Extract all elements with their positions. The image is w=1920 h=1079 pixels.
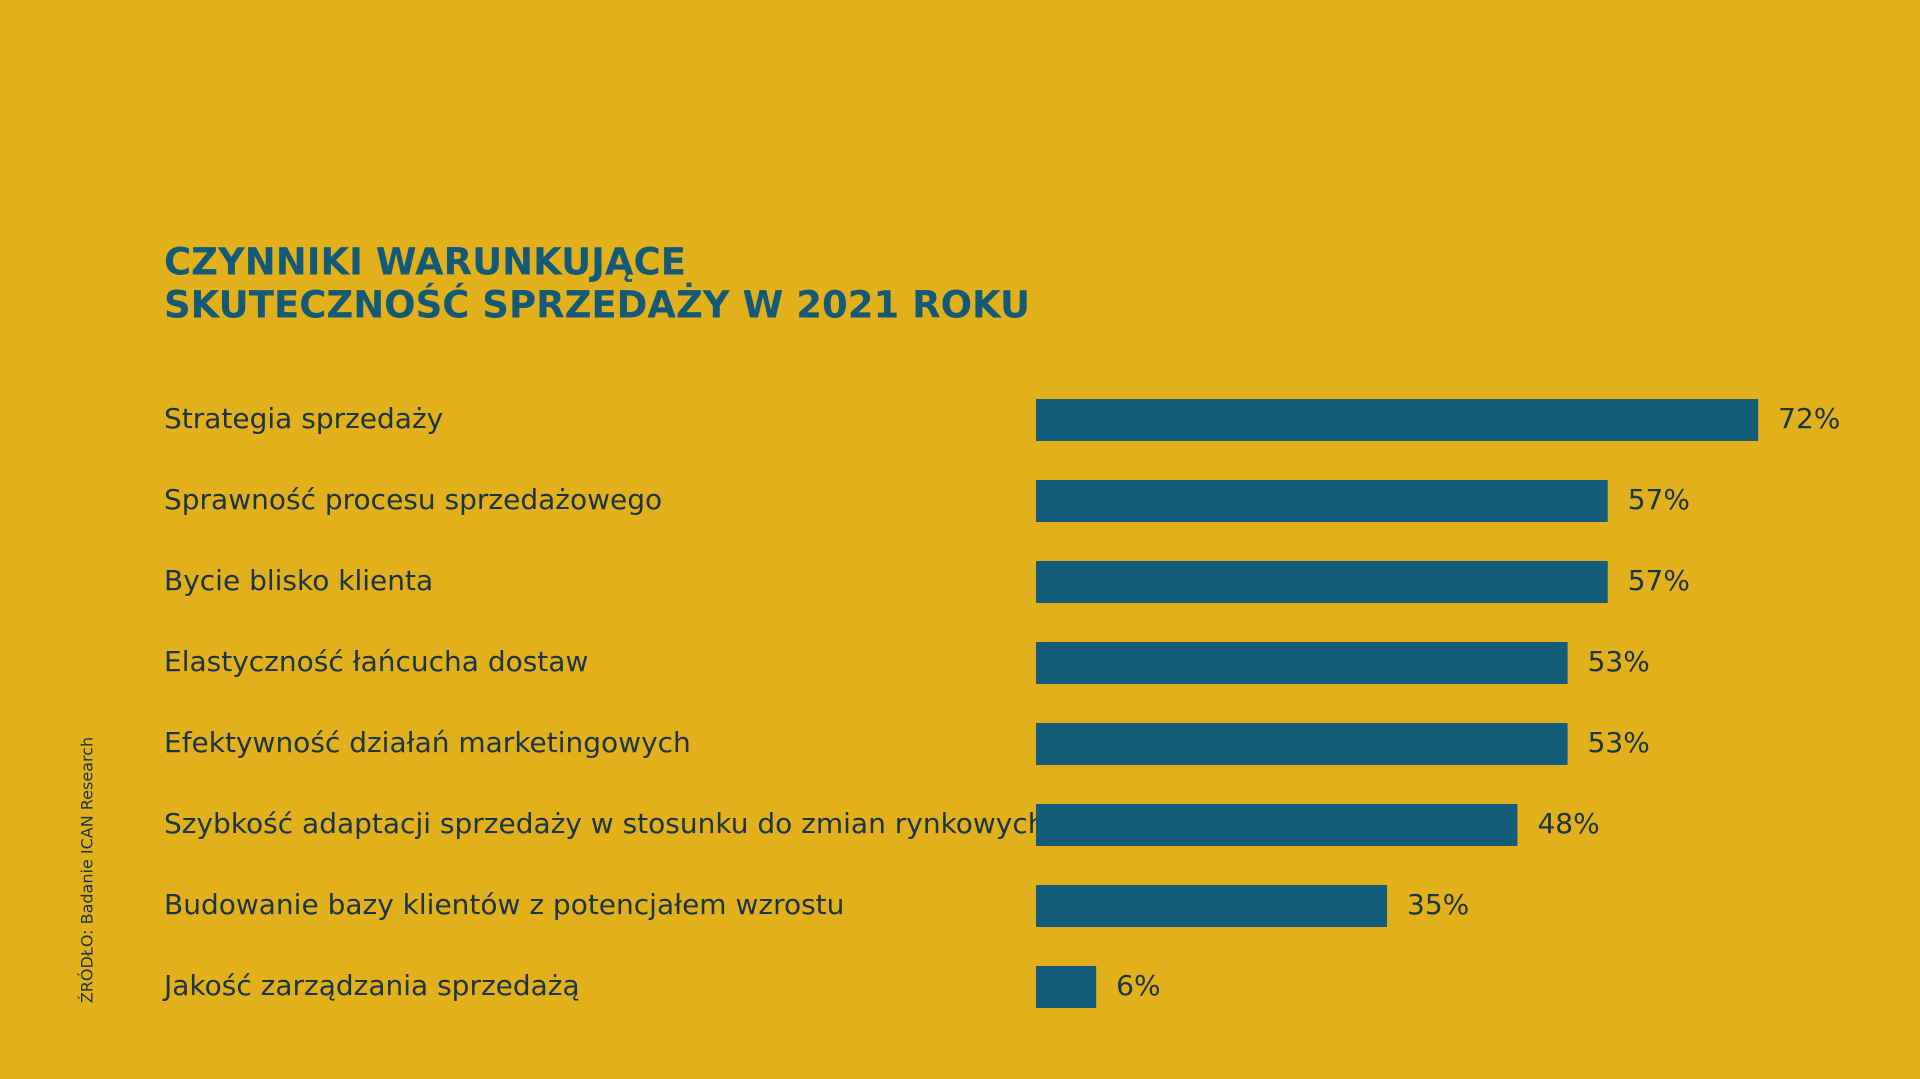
category-label: Bycie blisko klienta bbox=[164, 564, 433, 597]
bar bbox=[1036, 480, 1608, 522]
bar bbox=[1036, 966, 1097, 1008]
value-label: 48% bbox=[1537, 807, 1599, 840]
source-note: ŹRÓDŁO: Badanie ICAN Research bbox=[78, 737, 97, 1003]
value-label: 53% bbox=[1588, 726, 1650, 759]
bar bbox=[1036, 399, 1759, 441]
category-label: Efektywność działań marketingowych bbox=[164, 726, 691, 759]
bar bbox=[1036, 885, 1388, 927]
bar bbox=[1036, 642, 1568, 684]
bar bbox=[1036, 561, 1608, 603]
value-label: 57% bbox=[1628, 483, 1690, 516]
bar bbox=[1036, 804, 1518, 846]
chart-title: CZYNNIKI WARUNKUJĄCE bbox=[164, 241, 686, 284]
value-label: 72% bbox=[1778, 402, 1840, 435]
value-label: 35% bbox=[1407, 888, 1469, 921]
category-label: Szybkość adaptacji sprzedaży w stosunku … bbox=[164, 807, 1046, 840]
category-label: Jakość zarządzania sprzedażą bbox=[162, 969, 580, 1002]
chart-title: SKUTECZNOŚĆ SPRZEDAŻY W 2021 ROKU bbox=[164, 283, 1030, 327]
category-label: Elastyczność łańcucha dostaw bbox=[164, 645, 588, 678]
value-label: 53% bbox=[1588, 645, 1650, 678]
category-label: Budowanie bazy klientów z potencjałem wz… bbox=[164, 888, 844, 921]
bar bbox=[1036, 723, 1568, 765]
category-label: Strategia sprzedaży bbox=[164, 402, 443, 435]
value-label: 6% bbox=[1116, 969, 1160, 1002]
category-label: Sprawność procesu sprzedażowego bbox=[164, 483, 662, 516]
value-label: 57% bbox=[1628, 564, 1690, 597]
